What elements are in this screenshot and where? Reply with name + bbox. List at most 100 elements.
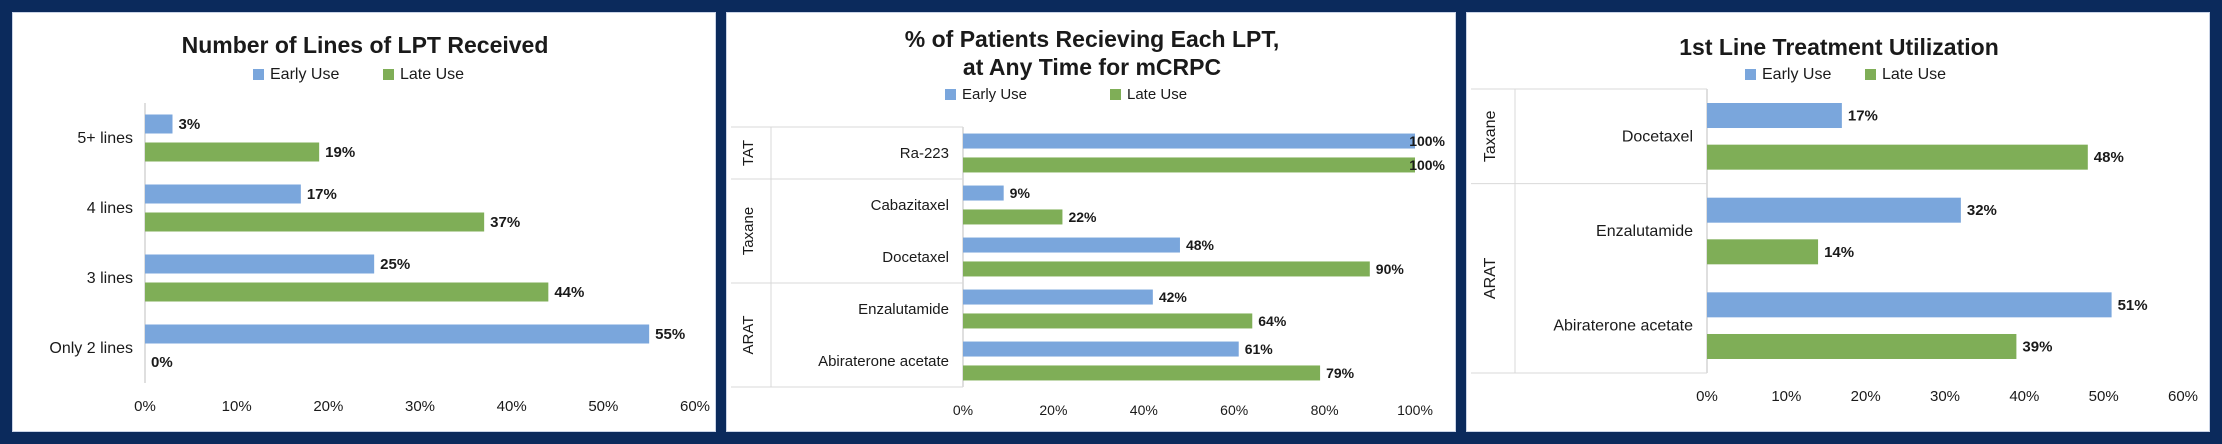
category-label: 3 lines <box>87 270 133 287</box>
data-label-early-use: 48% <box>1186 237 1215 253</box>
data-label-late-use: 100% <box>1409 157 1445 173</box>
bar-early-use <box>1707 197 1961 223</box>
chart-panel-patients-each-lpt: % of Patients Recieving Each LPT, at Any … <box>726 12 1456 432</box>
category-label: Enzalutamide <box>1596 223 1693 240</box>
bar-late-use <box>963 261 1370 277</box>
category-label: Ra-223 <box>900 145 949 162</box>
category-label: Docetaxel <box>882 249 949 266</box>
chart-subtitle: at Any Time for mCRPC <box>963 54 1221 80</box>
bar-early-use <box>1707 103 1842 129</box>
x-tick-label: 80% <box>1311 402 1339 418</box>
category-group-label: TAT <box>740 140 757 166</box>
bar-early-use <box>145 254 375 274</box>
legend-swatch-late-use <box>383 69 394 80</box>
x-tick-label: 10% <box>222 398 252 415</box>
x-tick-label: 30% <box>405 398 435 415</box>
legend-swatch-early-use <box>253 69 264 80</box>
bar-late-use <box>1707 333 2017 359</box>
bar-early-use <box>1707 292 2112 318</box>
data-label-early-use: 32% <box>1967 202 1997 219</box>
data-label-early-use: 17% <box>307 186 337 203</box>
bar-late-use <box>963 313 1253 329</box>
x-tick-label: 60% <box>1220 402 1248 418</box>
legend-swatch-early-use <box>1745 69 1756 80</box>
legend-label-early-use: Early Use <box>270 66 339 83</box>
category-label: Only 2 lines <box>49 340 133 357</box>
x-tick-label: 50% <box>588 398 618 415</box>
x-tick-label: 100% <box>1397 402 1433 418</box>
category-group-label: Taxane <box>1482 110 1499 162</box>
x-tick-label: 30% <box>1930 388 1960 405</box>
x-tick-label: 40% <box>497 398 527 415</box>
data-label-early-use: 9% <box>1010 185 1031 201</box>
chart-title: % of Patients Recieving Each LPT, <box>905 26 1280 52</box>
legend-label-late-use: Late Use <box>1882 66 1946 83</box>
chart-lines-of-lpt: Number of Lines of LPT Received Early Use… <box>49 32 710 415</box>
data-label-late-use: 90% <box>1376 261 1405 277</box>
data-label-early-use: 51% <box>2118 297 2148 314</box>
data-label-early-use: 100% <box>1409 133 1445 149</box>
data-label-late-use: 37% <box>490 214 520 231</box>
x-tick-label: 20% <box>1039 402 1067 418</box>
data-label-early-use: 3% <box>179 116 201 133</box>
bar-early-use <box>963 133 1415 149</box>
bar-early-use <box>963 237 1180 253</box>
legend-swatch-early-use <box>945 89 956 100</box>
category-label: 5+ lines <box>77 130 133 147</box>
legend-label-early-use: Early Use <box>962 86 1027 103</box>
category-group-label: ARAT <box>740 316 757 355</box>
data-label-late-use: 64% <box>1258 313 1287 329</box>
category-group-label: Taxane <box>740 207 757 255</box>
category-label: Cabazitaxel <box>871 197 949 214</box>
data-label-early-use: 55% <box>655 326 685 343</box>
bar-early-use <box>145 114 173 134</box>
bar-late-use <box>1707 239 1819 265</box>
bar-early-use <box>145 324 650 344</box>
data-label-late-use: 22% <box>1068 209 1097 225</box>
category-label: Enzalutamide <box>858 301 949 318</box>
chart-title: Number of Lines of LPT Received <box>182 32 549 58</box>
category-label: Abiraterone acetate <box>818 353 949 370</box>
category-group-label: ARAT <box>1482 257 1499 299</box>
category-label: Abiraterone acetate <box>1553 318 1693 335</box>
x-tick-label: 40% <box>1130 402 1158 418</box>
bar-late-use <box>145 212 485 232</box>
chart-title: 1st Line Treatment Utilization <box>1679 34 1999 60</box>
data-label-early-use: 25% <box>380 256 410 273</box>
bar-early-use <box>963 289 1153 305</box>
bar-late-use <box>1707 144 2088 170</box>
x-tick-label: 0% <box>134 398 156 415</box>
legend-swatch-late-use <box>1865 69 1876 80</box>
bar-early-use <box>963 185 1004 201</box>
data-label-early-use: 42% <box>1159 289 1188 305</box>
legend-label-early-use: Early Use <box>1762 66 1831 83</box>
x-tick-label: 50% <box>2089 388 2119 405</box>
bar-late-use <box>145 142 320 162</box>
data-label-early-use: 17% <box>1848 108 1878 125</box>
x-tick-label: 0% <box>1696 388 1718 405</box>
bar-late-use <box>963 157 1415 173</box>
chart-first-line-utilization: 1st Line Treatment Utilization Early Use L… <box>1471 34 2198 405</box>
chart-panel-lines-of-lpt: Number of Lines of LPT Received Early Use… <box>12 12 716 432</box>
x-tick-label: 20% <box>1851 388 1881 405</box>
chart-panel-first-line-utilization: 1st Line Treatment Utilization Early Use L… <box>1466 12 2210 432</box>
data-label-late-use: 44% <box>554 284 584 301</box>
data-label-late-use: 19% <box>325 144 355 161</box>
x-tick-label: 20% <box>313 398 343 415</box>
data-label-late-use: 14% <box>1824 244 1854 261</box>
x-tick-label: 40% <box>2009 388 2039 405</box>
data-label-late-use: 48% <box>2094 149 2124 166</box>
category-label: Docetaxel <box>1622 128 1693 145</box>
x-tick-label: 60% <box>2168 388 2198 405</box>
bar-late-use <box>963 209 1063 225</box>
chart-patients-each-lpt: % of Patients Recieving Each LPT,at Any … <box>731 26 1446 418</box>
legend-swatch-late-use <box>1110 89 1121 100</box>
bar-early-use <box>145 184 301 204</box>
bar-late-use <box>145 282 549 302</box>
legend-label-late-use: Late Use <box>400 66 464 83</box>
data-label-early-use: 61% <box>1245 341 1274 357</box>
data-label-late-use: 39% <box>2022 338 2052 355</box>
x-tick-label: 10% <box>1771 388 1801 405</box>
x-tick-label: 0% <box>953 402 973 418</box>
bar-early-use <box>963 341 1239 357</box>
